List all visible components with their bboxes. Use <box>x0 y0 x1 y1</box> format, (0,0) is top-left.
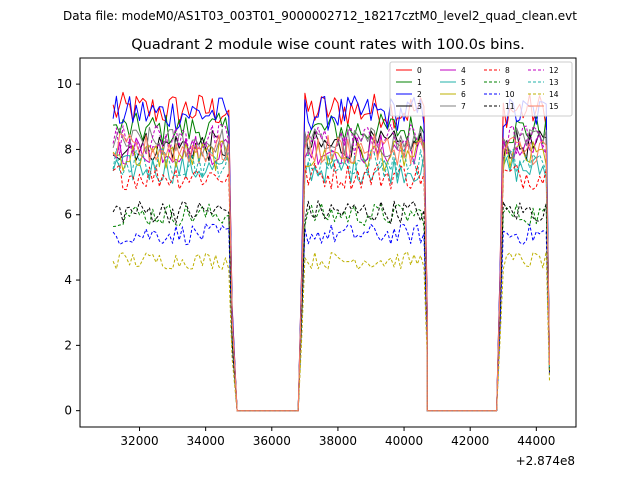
x-axis: 32000 34000 36000 38000 40000 42000 44000 <box>120 427 555 448</box>
series-line-10 <box>112 223 550 412</box>
legend-label: 5 <box>461 78 466 87</box>
series-line-11 <box>112 200 550 412</box>
legend-label: 10 <box>505 90 515 99</box>
legend-label: 11 <box>505 102 515 111</box>
y-tick-label: 10 <box>57 77 72 91</box>
y-tick-label: 2 <box>64 338 72 352</box>
series-line-0 <box>112 91 550 412</box>
y-tick-label: 4 <box>64 273 72 287</box>
series-line-6 <box>112 140 550 412</box>
legend-label: 14 <box>549 90 559 99</box>
legend-label: 7 <box>461 102 466 111</box>
y-tick-label: 6 <box>64 208 72 222</box>
series-line-14 <box>112 251 550 412</box>
x-tick-label: 36000 <box>253 434 291 448</box>
figure-suptitle: Data file: modeM0/AS1T03_003T01_90000027… <box>63 9 577 23</box>
y-axis: 0 2 4 6 8 10 <box>57 77 80 418</box>
legend-label: 4 <box>461 66 466 75</box>
legend-label: 8 <box>505 66 510 75</box>
series-line-15 <box>112 133 550 412</box>
legend-label: 15 <box>549 102 559 111</box>
x-offset-label: +2.874e8 <box>516 454 575 468</box>
legend-box <box>389 61 573 117</box>
series-line-8 <box>112 162 550 412</box>
legend-label: 13 <box>549 78 559 87</box>
chart-title: Quadrant 2 module wise count rates with … <box>131 37 525 53</box>
legend-label: 2 <box>417 90 422 99</box>
legend-label: 3 <box>417 102 422 111</box>
legend-label: 12 <box>549 66 559 75</box>
legend-label: 9 <box>505 78 510 87</box>
x-tick-label: 42000 <box>451 434 489 448</box>
series-line-13 <box>112 148 550 412</box>
x-tick-label: 44000 <box>517 434 555 448</box>
legend-label: 0 <box>417 66 422 75</box>
legend-label: 6 <box>461 90 466 99</box>
series-line-9 <box>113 203 550 412</box>
x-tick-label: 34000 <box>187 434 225 448</box>
series-lines <box>112 91 550 412</box>
y-tick-label: 8 <box>64 142 72 156</box>
y-tick-label: 0 <box>64 404 72 418</box>
x-tick-label: 32000 <box>120 434 158 448</box>
x-tick-label: 38000 <box>319 434 357 448</box>
series-line-7 <box>112 126 550 412</box>
series-line-4 <box>112 134 550 412</box>
series-line-5 <box>112 154 550 412</box>
x-tick-label: 40000 <box>385 434 423 448</box>
plot-frame <box>79 57 577 428</box>
legend-label: 1 <box>417 78 422 87</box>
